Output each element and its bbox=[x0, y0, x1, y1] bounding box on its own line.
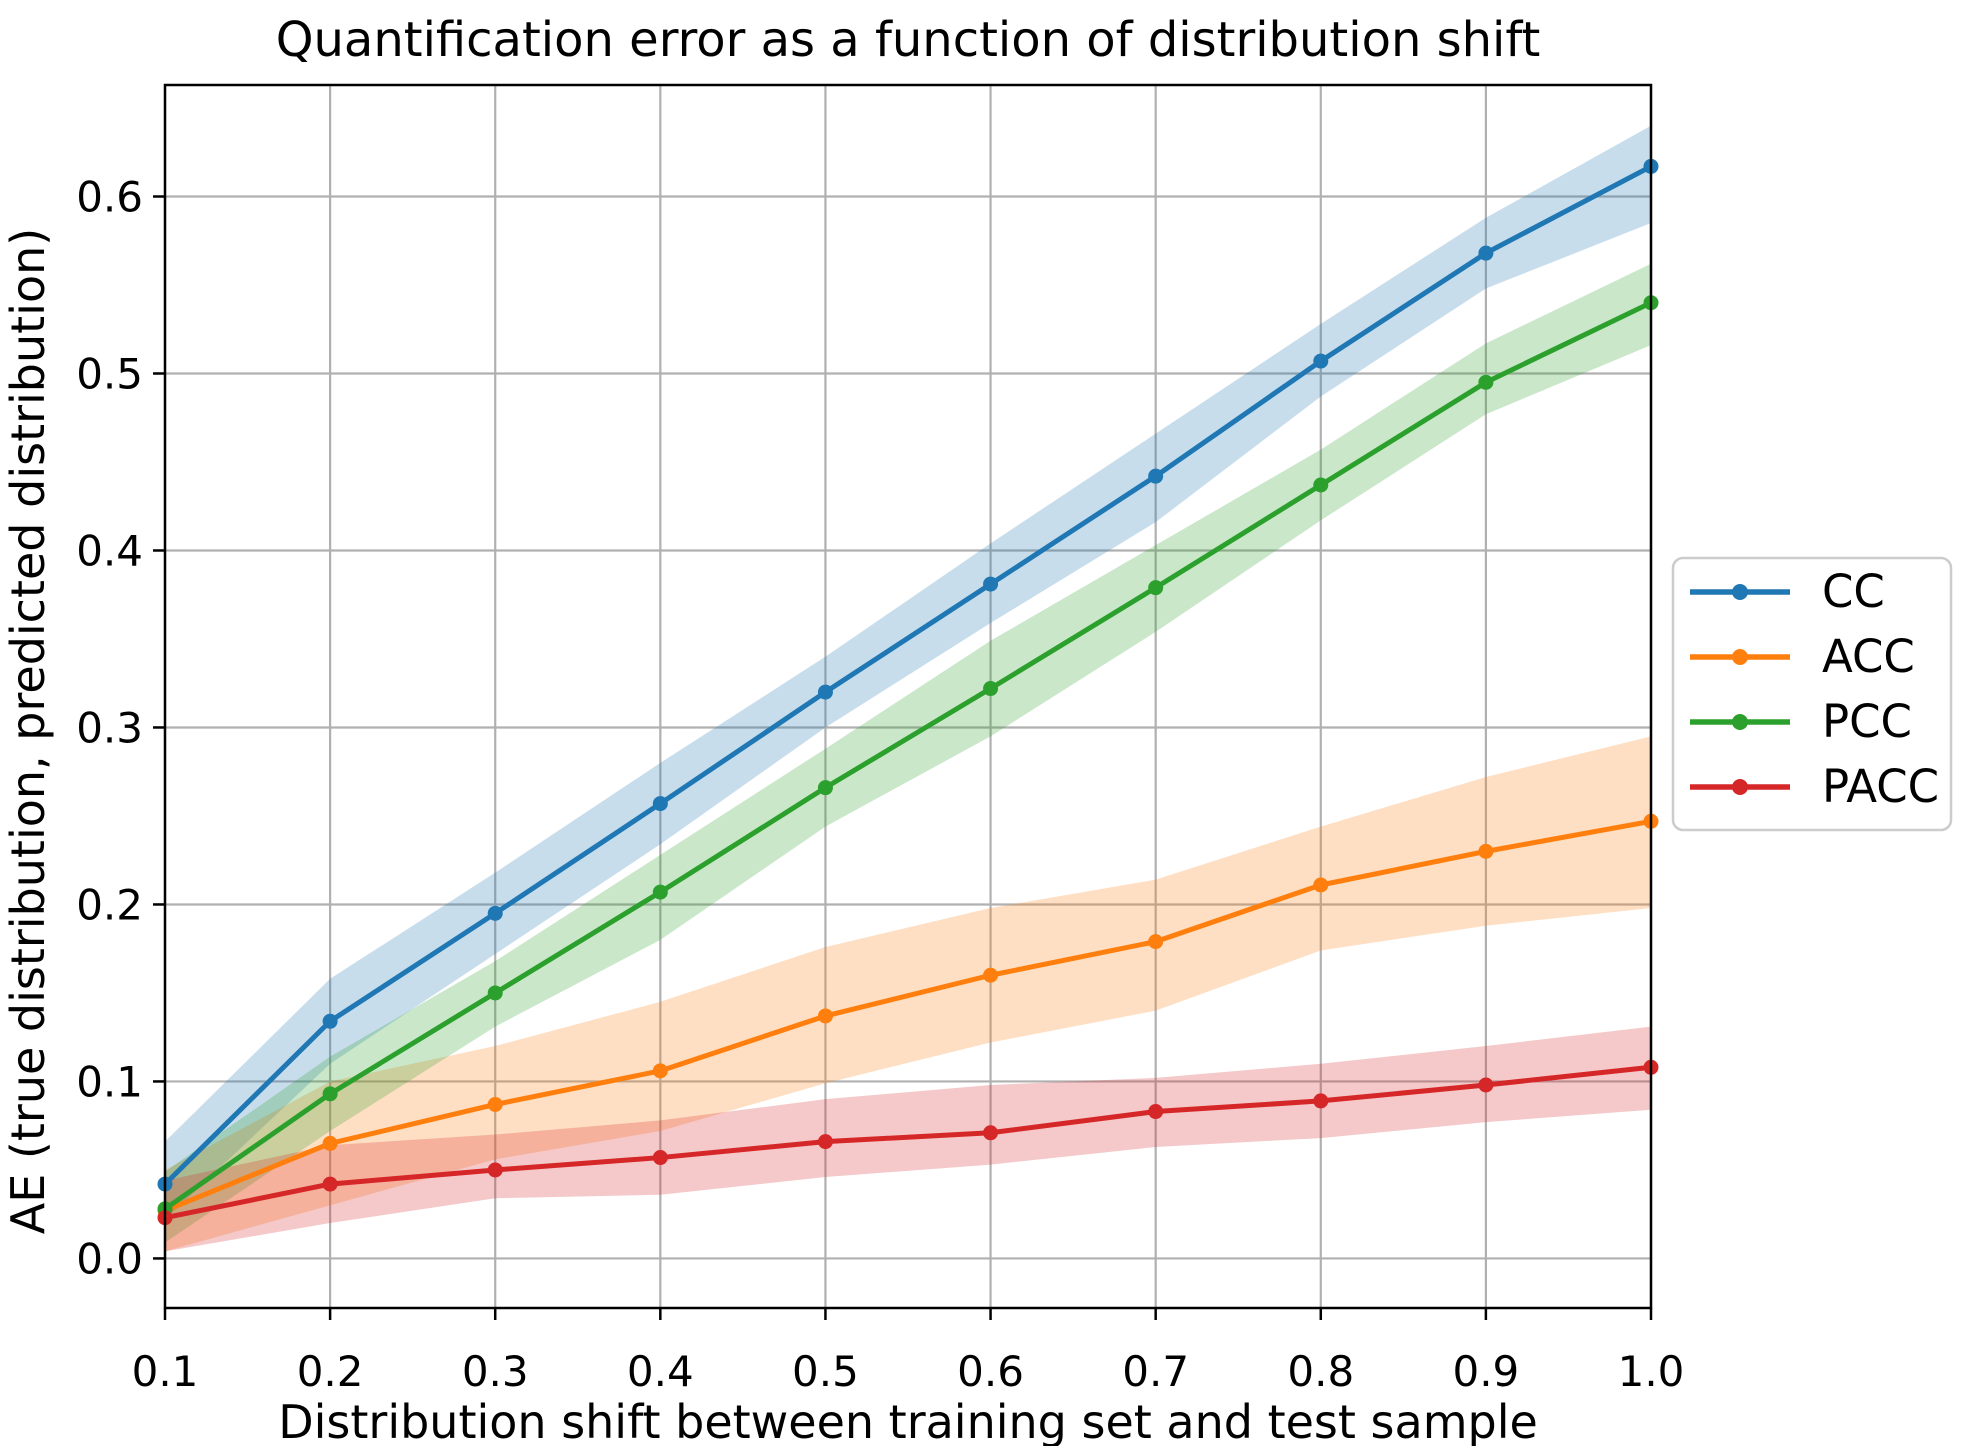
data-point-ACC bbox=[817, 1008, 833, 1024]
data-point-CC bbox=[487, 905, 503, 921]
data-point-PACC bbox=[652, 1150, 668, 1166]
data-point-ACC bbox=[1313, 877, 1329, 893]
band-CC bbox=[165, 125, 1651, 1220]
data-point-PACC bbox=[817, 1134, 833, 1150]
axis-ticks bbox=[153, 195, 1653, 1320]
data-point-CC bbox=[322, 1013, 338, 1029]
y-axis-label: AE (true distribution, predicted distrib… bbox=[1, 228, 55, 1234]
series-line-CC bbox=[162, 163, 1654, 1187]
x-tick-label: 0.9 bbox=[1452, 1347, 1519, 1396]
series-line-ACC bbox=[162, 818, 1654, 1214]
y-tick-label: 0.6 bbox=[76, 173, 143, 222]
data-point-PCC bbox=[1478, 374, 1494, 390]
data-point-PCC bbox=[1313, 477, 1329, 493]
y-tick-label: 0.2 bbox=[76, 880, 143, 929]
y-tick-label: 0.3 bbox=[76, 703, 143, 752]
data-point-CC bbox=[817, 684, 833, 700]
legend-marker-PACC bbox=[1732, 779, 1748, 795]
x-tick-label: 0.6 bbox=[957, 1347, 1024, 1396]
x-axis-label: Distribution shift between training set … bbox=[278, 1395, 1538, 1446]
legend-label-PCC: PCC bbox=[1822, 695, 1912, 748]
legend-label-ACC: ACC bbox=[1822, 630, 1915, 683]
x-tick-label: 0.8 bbox=[1287, 1347, 1354, 1396]
data-point-ACC bbox=[983, 967, 999, 983]
data-point-PACC bbox=[1313, 1093, 1329, 1109]
y-tick-label: 0.0 bbox=[76, 1234, 143, 1283]
legend-box bbox=[1671, 556, 1953, 832]
x-tick-label: 0.4 bbox=[627, 1347, 694, 1396]
axes-border bbox=[163, 83, 1653, 1310]
data-point-ACC bbox=[1478, 843, 1494, 859]
data-point-PACC bbox=[1148, 1104, 1164, 1120]
series-line-PACC bbox=[162, 1064, 1654, 1221]
x-tick-label: 0.3 bbox=[462, 1347, 529, 1396]
axis-tick-labels: 0.1 0.2 0.3 0.4 0.5 0.6 0.7 0.8 0.9 1.0 0.0 0.1 0.2 0… bbox=[76, 173, 1684, 1396]
data-point-PCC bbox=[817, 780, 833, 796]
x-tick-label: 0.7 bbox=[1122, 1347, 1189, 1396]
data-point-PCC bbox=[487, 985, 503, 1001]
x-tick-label: 1.0 bbox=[1618, 1347, 1685, 1396]
data-point-PCC bbox=[1148, 580, 1164, 596]
x-tick-label: 0.1 bbox=[132, 1347, 199, 1396]
data-point-PACC bbox=[983, 1125, 999, 1141]
data-point-PACC bbox=[487, 1162, 503, 1178]
data-point-PACC bbox=[1478, 1077, 1494, 1093]
chart-title: Quantification error as a function of di… bbox=[276, 12, 1541, 68]
data-point-ACC bbox=[322, 1135, 338, 1151]
legend-marker-CC bbox=[1732, 584, 1748, 600]
data-point-PCC bbox=[652, 884, 668, 900]
data-point-CC bbox=[652, 796, 668, 812]
data-point-PACC bbox=[322, 1176, 338, 1192]
data-point-CC bbox=[1478, 245, 1494, 261]
data-point-PCC bbox=[322, 1086, 338, 1102]
data-point-ACC bbox=[652, 1063, 668, 1079]
legend-label-PACC: PACC bbox=[1822, 760, 1939, 813]
data-point-CC bbox=[1313, 353, 1329, 369]
data-point-CC bbox=[983, 576, 999, 592]
series-line-PCC bbox=[162, 300, 1654, 1212]
gridlines bbox=[163, 85, 1653, 1308]
data-point-ACC bbox=[487, 1096, 503, 1112]
y-tick-label: 0.5 bbox=[76, 349, 143, 398]
data-point-ACC bbox=[1148, 934, 1164, 950]
data-point-CC bbox=[1148, 468, 1164, 484]
series-lines bbox=[157, 158, 1659, 1226]
legend: CC ACC PCC PACC bbox=[1671, 556, 1953, 832]
x-tick-label: 0.5 bbox=[792, 1347, 859, 1396]
y-tick-label: 0.1 bbox=[76, 1057, 143, 1106]
x-tick-label: 0.2 bbox=[297, 1347, 364, 1396]
y-tick-label: 0.4 bbox=[76, 526, 143, 575]
legend-marker-ACC bbox=[1732, 649, 1748, 665]
legend-label-CC: CC bbox=[1822, 565, 1885, 618]
data-point-PCC bbox=[983, 681, 999, 697]
legend-marker-PCC bbox=[1732, 714, 1748, 730]
axes-frame bbox=[163, 83, 1653, 1310]
